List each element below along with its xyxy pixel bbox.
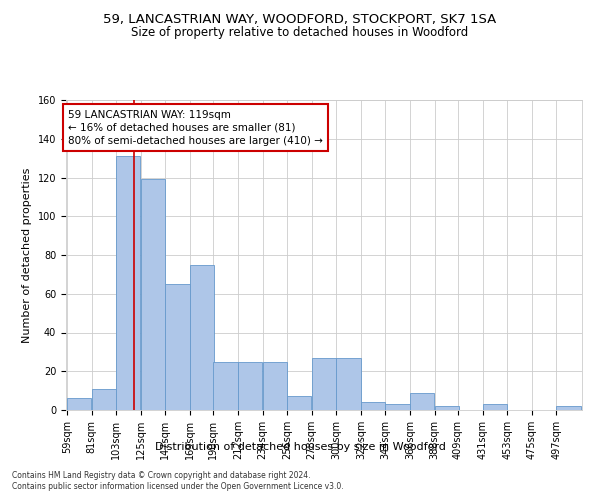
Text: Contains HM Land Registry data © Crown copyright and database right 2024.: Contains HM Land Registry data © Crown c… <box>12 471 311 480</box>
Text: Size of property relative to detached houses in Woodford: Size of property relative to detached ho… <box>131 26 469 39</box>
Bar <box>263 362 287 410</box>
Bar <box>556 406 581 410</box>
Bar <box>141 180 165 410</box>
Bar <box>312 358 336 410</box>
Bar <box>67 398 91 410</box>
Text: Contains public sector information licensed under the Open Government Licence v3: Contains public sector information licen… <box>12 482 344 491</box>
Bar <box>361 402 385 410</box>
Y-axis label: Number of detached properties: Number of detached properties <box>22 168 32 342</box>
Text: 59 LANCASTRIAN WAY: 119sqm
← 16% of detached houses are smaller (81)
80% of semi: 59 LANCASTRIAN WAY: 119sqm ← 16% of deta… <box>68 110 323 146</box>
Bar <box>410 392 434 410</box>
Bar <box>92 388 116 410</box>
Bar <box>434 406 459 410</box>
Text: 59, LANCASTRIAN WAY, WOODFORD, STOCKPORT, SK7 1SA: 59, LANCASTRIAN WAY, WOODFORD, STOCKPORT… <box>103 12 497 26</box>
Bar <box>336 358 361 410</box>
Bar <box>287 396 311 410</box>
Bar <box>166 284 190 410</box>
Bar <box>190 264 214 410</box>
Bar <box>238 362 262 410</box>
Text: Distribution of detached houses by size in Woodford: Distribution of detached houses by size … <box>155 442 445 452</box>
Bar <box>214 362 238 410</box>
Bar <box>116 156 140 410</box>
Bar <box>482 404 507 410</box>
Bar <box>385 404 410 410</box>
